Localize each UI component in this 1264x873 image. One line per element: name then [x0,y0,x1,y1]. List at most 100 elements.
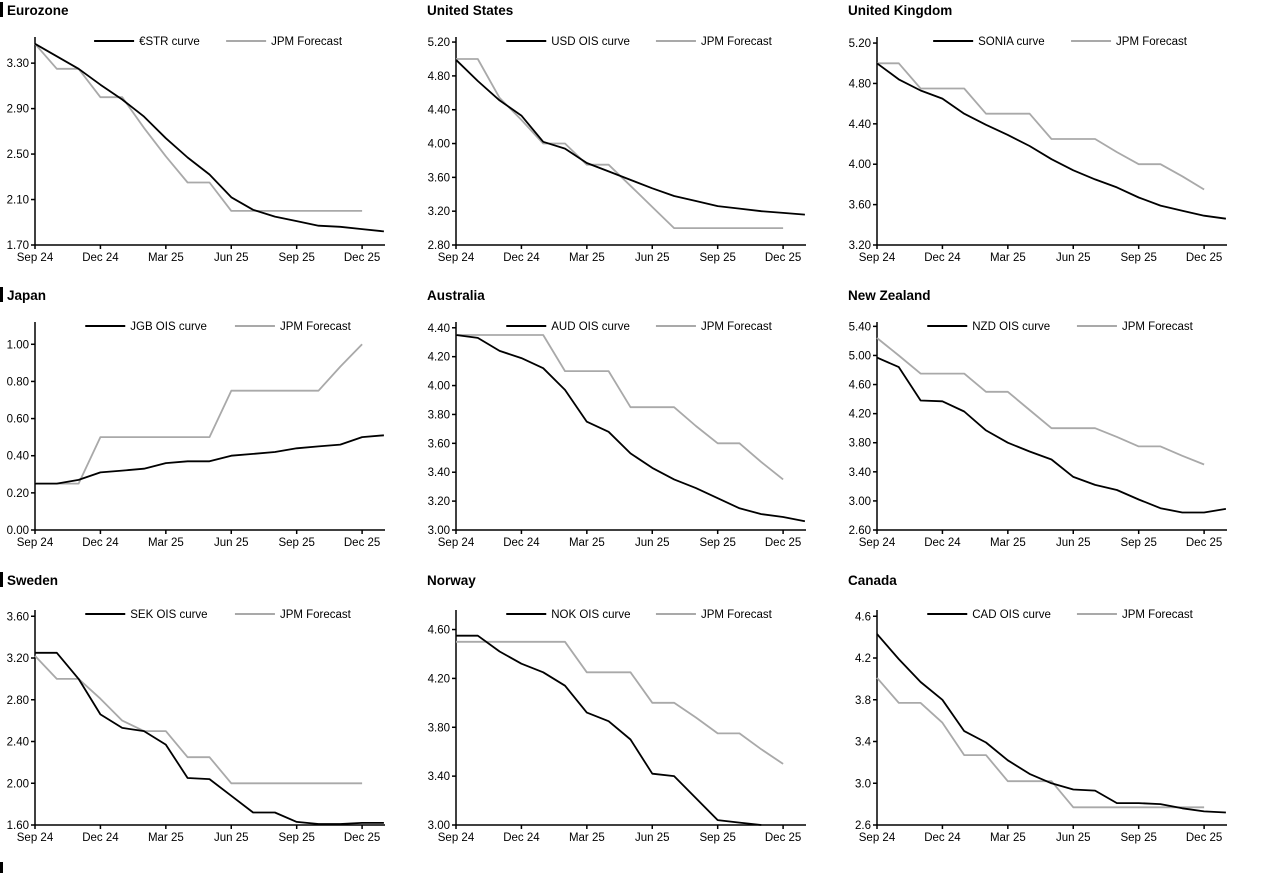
svg-text:Sep 25: Sep 25 [278,252,314,264]
svg-text:5.40: 5.40 [849,321,871,333]
panel-sweden: Sweden 1.60 2.00 2.40 2.80 3.20 3.60 Sep 24 Dec… [0,570,421,873]
svg-text:Dec 25: Dec 25 [1186,537,1222,549]
svg-text:3.40: 3.40 [849,467,871,479]
eurozone-chart: 1.70 2.10 2.50 2.90 3.30 Sep 24 Dec 24 Mar 25 Ju… [7,36,385,264]
svg-text:Sep 24: Sep 24 [438,537,475,549]
norway-chart: 3.00 3.40 3.80 4.20 4.60 Sep 24 Dec 24 Mar 25 Ju… [428,609,806,844]
sweden-chart: 1.60 2.00 2.40 2.80 3.20 3.60 Sep 24 Dec 24 Mar … [7,609,385,844]
svg-text:3.80: 3.80 [428,409,450,421]
japan-chart: 0.00 0.20 0.40 0.60 0.80 1.00 Sep 24 Dec 24 Mar … [7,321,385,549]
svg-text:3.40: 3.40 [428,771,450,783]
svg-text:3.40: 3.40 [428,467,450,479]
panel-title-canada: Canada [842,570,1263,592]
svg-text:1.70: 1.70 [7,240,29,252]
svg-text:4.00: 4.00 [428,381,450,393]
svg-text:3.00: 3.00 [849,496,871,508]
section-bar-icon [0,2,3,17]
svg-text:3.80: 3.80 [428,722,450,734]
svg-text:4.60: 4.60 [849,380,871,392]
svg-text:Dec 25: Dec 25 [344,252,380,264]
svg-text:4.40: 4.40 [428,323,450,335]
svg-text:2.00: 2.00 [7,778,29,790]
svg-text:3.60: 3.60 [7,611,29,623]
svg-text:3.20: 3.20 [7,653,29,665]
svg-text:Mar 25: Mar 25 [990,537,1026,549]
svg-text:Dec 25: Dec 25 [1186,832,1222,844]
svg-text:Sep 24: Sep 24 [17,832,54,844]
svg-text:0.00: 0.00 [7,525,29,537]
svg-text:JPM Forecast: JPM Forecast [271,36,343,48]
svg-text:3.30: 3.30 [7,58,29,70]
svg-text:Sep 25: Sep 25 [699,537,735,549]
svg-text:CAD OIS curve: CAD OIS curve [972,609,1051,621]
svg-text:Sep 25: Sep 25 [278,537,314,549]
svg-text:2.10: 2.10 [7,195,29,207]
svg-text:5.00: 5.00 [849,350,871,362]
panel-united-states: United States 2.80 3.20 3.60 4.00 4.40 4.80 5.… [421,0,842,285]
svg-text:Mar 25: Mar 25 [569,832,605,844]
svg-text:Sep 25: Sep 25 [278,832,314,844]
svg-text:2.6: 2.6 [855,820,871,832]
canada-chart: 2.6 3.0 3.4 3.8 4.2 4.6 Sep 24 Dec 24 Mar 25 Jun … [855,609,1227,844]
svg-text:Dec 25: Dec 25 [765,832,801,844]
svg-text:JPM Forecast: JPM Forecast [1122,609,1194,621]
panel-title-united-states: United States [421,0,842,22]
svg-text:4.40: 4.40 [428,105,450,117]
svg-text:Sep 25: Sep 25 [1120,832,1156,844]
section-bar-icon [0,572,3,587]
svg-text:4.2: 4.2 [855,653,871,665]
panel-title-japan: Japan [0,285,421,307]
svg-text:Jun 25: Jun 25 [214,537,249,549]
svg-text:4.20: 4.20 [428,673,450,685]
svg-text:2.80: 2.80 [428,240,450,252]
section-bar-icon [0,287,3,302]
panel-title-united-kingdom: United Kingdom [842,0,1263,22]
united-states-chart: 2.80 3.20 3.60 4.00 4.40 4.80 5.20 Sep 24 Dec 24… [428,36,806,264]
svg-text:Mar 25: Mar 25 [990,252,1026,264]
svg-text:3.20: 3.20 [849,240,871,252]
svg-text:JPM Forecast: JPM Forecast [280,609,352,621]
svg-text:Mar 25: Mar 25 [990,832,1026,844]
svg-text:€STR curve: €STR curve [139,36,200,48]
svg-text:Dec 25: Dec 25 [344,537,380,549]
section-bar-partial-icon [0,862,3,873]
svg-text:5.20: 5.20 [428,37,450,49]
svg-text:JGB OIS curve: JGB OIS curve [130,321,207,333]
svg-text:Dec 24: Dec 24 [503,832,540,844]
svg-text:Dec 24: Dec 24 [924,252,961,264]
svg-text:SEK OIS curve: SEK OIS curve [130,609,207,621]
svg-text:4.80: 4.80 [849,78,871,90]
svg-text:Sep 25: Sep 25 [1120,252,1156,264]
svg-text:3.20: 3.20 [428,496,450,508]
svg-text:2.40: 2.40 [7,737,29,749]
svg-text:Dec 24: Dec 24 [82,252,119,264]
svg-text:Sep 25: Sep 25 [1120,537,1156,549]
svg-text:2.60: 2.60 [849,525,871,537]
svg-text:0.40: 0.40 [7,451,29,463]
svg-text:Dec 24: Dec 24 [503,537,540,549]
panel-canada: Canada 2.6 3.0 3.4 3.8 4.2 4.6 Sep 24 Dec 24 Mar… [842,570,1263,873]
svg-text:Mar 25: Mar 25 [569,252,605,264]
svg-text:Mar 25: Mar 25 [148,252,184,264]
panel-title-text: Australia [427,288,485,303]
svg-text:4.20: 4.20 [849,409,871,421]
svg-text:Sep 25: Sep 25 [699,832,735,844]
svg-text:Sep 24: Sep 24 [438,252,475,264]
panel-eurozone: Eurozone 1.70 2.10 2.50 2.90 3.30 Sep 24 Dec 2… [0,0,421,285]
svg-text:Dec 25: Dec 25 [765,252,801,264]
svg-text:Dec 24: Dec 24 [924,832,961,844]
svg-text:Jun 25: Jun 25 [1056,252,1091,264]
svg-text:SONIA curve: SONIA curve [978,36,1044,48]
svg-text:NOK OIS curve: NOK OIS curve [551,609,630,621]
svg-text:Dec 24: Dec 24 [82,537,119,549]
svg-text:AUD OIS curve: AUD OIS curve [551,321,630,333]
panel-title-sweden: Sweden [0,570,421,592]
svg-text:Jun 25: Jun 25 [1056,832,1091,844]
panel-title-norway: Norway [421,570,842,592]
svg-text:Sep 24: Sep 24 [859,537,896,549]
panel-title-eurozone: Eurozone [0,0,421,22]
svg-text:Sep 24: Sep 24 [859,832,896,844]
svg-text:JPM Forecast: JPM Forecast [1122,321,1194,333]
svg-text:Sep 24: Sep 24 [438,832,475,844]
svg-text:3.0: 3.0 [855,778,871,790]
